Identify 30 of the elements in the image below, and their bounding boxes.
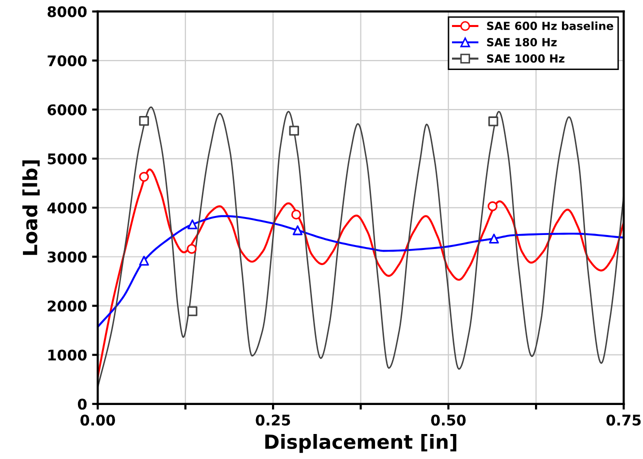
point (292, 225, 303, 236)
y-tick-label: 2000 (48, 300, 87, 312)
legend-label: SAE 1000 Hz (487, 54, 564, 63)
point (139, 256, 149, 266)
point (289, 126, 300, 136)
point (187, 306, 198, 316)
y-tick-label: 4000 (47, 202, 87, 214)
x-tick-label: 0.50 (431, 414, 466, 426)
point (187, 219, 198, 230)
x-tick-label: 0.25 (256, 414, 290, 426)
y-axis-title: Load [lb] (22, 160, 40, 255)
x-axis-title: Displacement [in] (265, 434, 456, 453)
point (488, 116, 498, 126)
x-tick-label: 0.00 (80, 414, 116, 426)
legend-label: SAE 600 Hz baseline (487, 21, 614, 30)
y-tick-label: 5000 (48, 153, 87, 164)
point (139, 172, 149, 182)
point (186, 244, 197, 254)
point (291, 210, 302, 220)
x-tick-label: 0.75 (606, 414, 641, 426)
point (488, 201, 498, 212)
y-tick-label: 6000 (48, 104, 87, 116)
point (489, 234, 499, 244)
y-tick-label: 8000 (48, 6, 87, 18)
point (139, 116, 149, 126)
y-tick-label: 0 (78, 398, 87, 410)
y-tick-label: 1000 (48, 350, 87, 361)
y-tick-label: 3000 (48, 251, 87, 262)
y-tick-label: 7000 (48, 55, 87, 66)
legend-label: SAE 180 Hz (487, 38, 557, 46)
